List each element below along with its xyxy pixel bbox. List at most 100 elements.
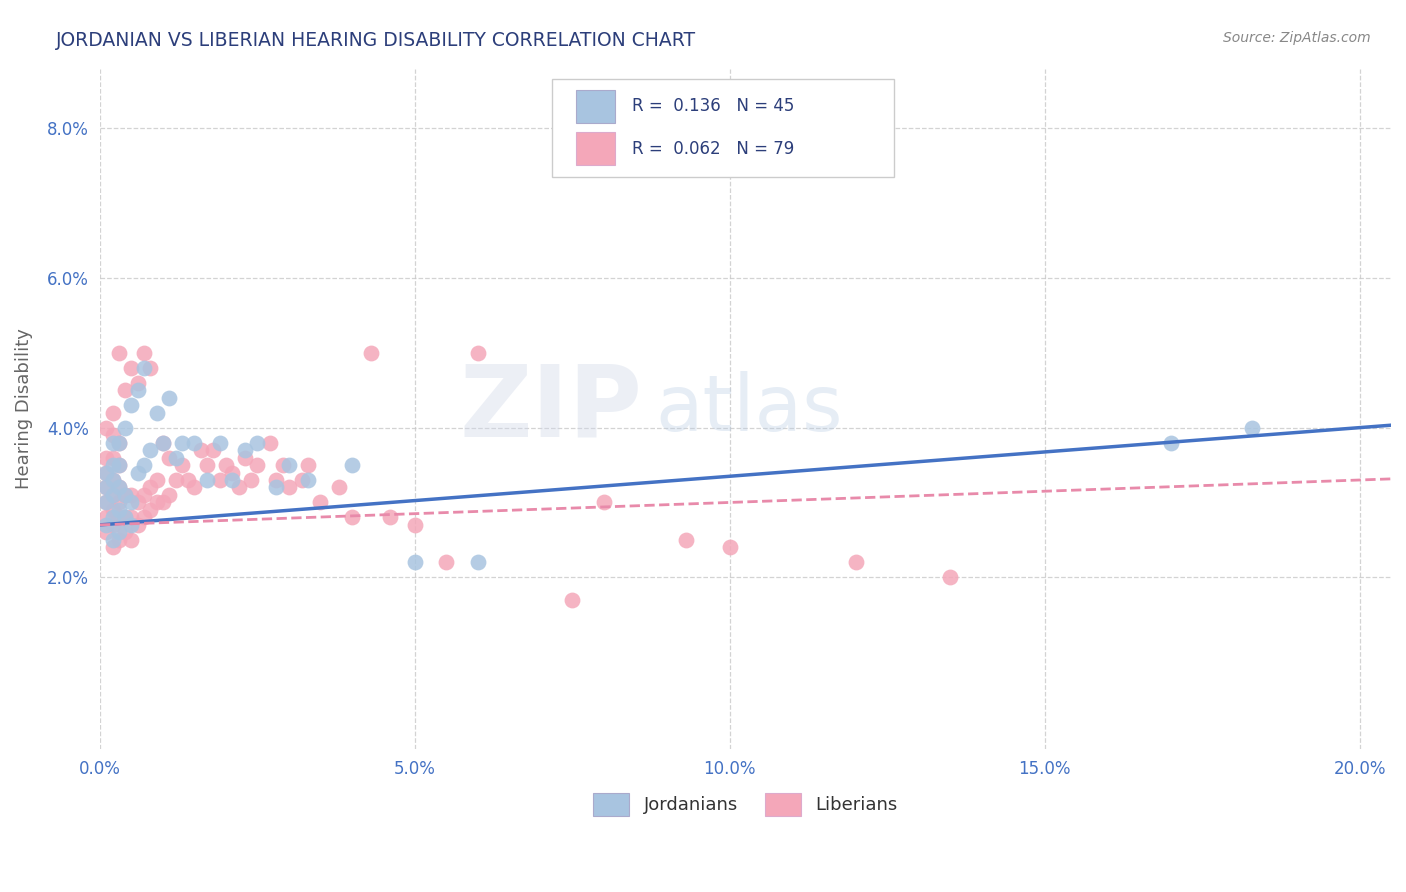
Point bbox=[108, 510, 131, 524]
Point bbox=[121, 533, 143, 547]
Point bbox=[170, 435, 193, 450]
Point bbox=[96, 481, 118, 495]
Point bbox=[467, 555, 489, 569]
Point bbox=[101, 510, 124, 524]
Point bbox=[96, 525, 118, 540]
Point bbox=[208, 473, 231, 487]
Point bbox=[101, 517, 124, 532]
Point bbox=[127, 495, 149, 509]
Point bbox=[132, 510, 155, 524]
Point bbox=[297, 473, 319, 487]
Point bbox=[96, 450, 118, 465]
Point bbox=[121, 495, 143, 509]
Point bbox=[101, 406, 124, 420]
Point bbox=[1241, 420, 1264, 434]
Point bbox=[108, 435, 131, 450]
Point bbox=[165, 450, 187, 465]
Point bbox=[266, 481, 288, 495]
Point bbox=[96, 495, 118, 509]
FancyBboxPatch shape bbox=[551, 78, 894, 178]
Point bbox=[195, 473, 218, 487]
Point bbox=[127, 517, 149, 532]
Point bbox=[132, 346, 155, 360]
Point bbox=[96, 495, 118, 509]
Point bbox=[121, 517, 143, 532]
Point bbox=[157, 450, 180, 465]
Point bbox=[152, 435, 174, 450]
Text: atlas: atlas bbox=[655, 371, 842, 447]
Point bbox=[108, 458, 131, 472]
Point bbox=[114, 510, 136, 524]
Point bbox=[108, 481, 131, 495]
Point bbox=[165, 473, 187, 487]
Point bbox=[190, 443, 212, 458]
Point bbox=[101, 473, 124, 487]
Point bbox=[157, 391, 180, 405]
Text: R =  0.062   N = 79: R = 0.062 N = 79 bbox=[631, 139, 794, 158]
Point bbox=[114, 383, 136, 397]
Point bbox=[114, 420, 136, 434]
Point bbox=[101, 458, 124, 472]
Point bbox=[259, 435, 281, 450]
Point bbox=[108, 481, 131, 495]
Point bbox=[240, 473, 263, 487]
FancyBboxPatch shape bbox=[576, 132, 614, 165]
Point bbox=[96, 466, 118, 480]
Point bbox=[221, 473, 243, 487]
Point bbox=[121, 360, 143, 375]
Point bbox=[121, 398, 143, 412]
Point bbox=[246, 458, 269, 472]
Point bbox=[121, 510, 143, 524]
Point bbox=[127, 383, 149, 397]
Point bbox=[328, 481, 350, 495]
Point bbox=[96, 466, 118, 480]
Text: ZIP: ZIP bbox=[460, 360, 643, 458]
Point bbox=[177, 473, 200, 487]
Point bbox=[277, 481, 299, 495]
FancyBboxPatch shape bbox=[576, 90, 614, 122]
Point bbox=[101, 473, 124, 487]
Point bbox=[228, 481, 250, 495]
Point bbox=[297, 458, 319, 472]
Point bbox=[101, 428, 124, 442]
Point bbox=[561, 592, 583, 607]
Point bbox=[101, 488, 124, 502]
Point bbox=[233, 443, 256, 458]
Point bbox=[183, 481, 205, 495]
Point bbox=[271, 458, 294, 472]
Point bbox=[108, 346, 131, 360]
Point bbox=[114, 510, 136, 524]
Point bbox=[127, 376, 149, 390]
Point bbox=[152, 495, 174, 509]
Point bbox=[404, 517, 426, 532]
Point bbox=[467, 346, 489, 360]
Point bbox=[195, 458, 218, 472]
Point bbox=[96, 510, 118, 524]
Point bbox=[114, 488, 136, 502]
Point bbox=[360, 346, 382, 360]
Point bbox=[845, 555, 868, 569]
Point bbox=[183, 435, 205, 450]
Point bbox=[404, 555, 426, 569]
Point bbox=[718, 541, 741, 555]
Point bbox=[108, 525, 131, 540]
Point bbox=[208, 435, 231, 450]
Point bbox=[108, 458, 131, 472]
Point bbox=[233, 450, 256, 465]
Point bbox=[202, 443, 225, 458]
Point bbox=[114, 488, 136, 502]
Point bbox=[114, 525, 136, 540]
Point bbox=[277, 458, 299, 472]
Point bbox=[434, 555, 457, 569]
Point bbox=[101, 450, 124, 465]
Text: Source: ZipAtlas.com: Source: ZipAtlas.com bbox=[1223, 31, 1371, 45]
Point bbox=[246, 435, 269, 450]
Point bbox=[675, 533, 697, 547]
Point bbox=[139, 443, 162, 458]
Point bbox=[108, 533, 131, 547]
Y-axis label: Hearing Disability: Hearing Disability bbox=[15, 328, 32, 490]
Point bbox=[108, 503, 131, 517]
Point bbox=[101, 435, 124, 450]
Point bbox=[108, 435, 131, 450]
Point bbox=[96, 481, 118, 495]
